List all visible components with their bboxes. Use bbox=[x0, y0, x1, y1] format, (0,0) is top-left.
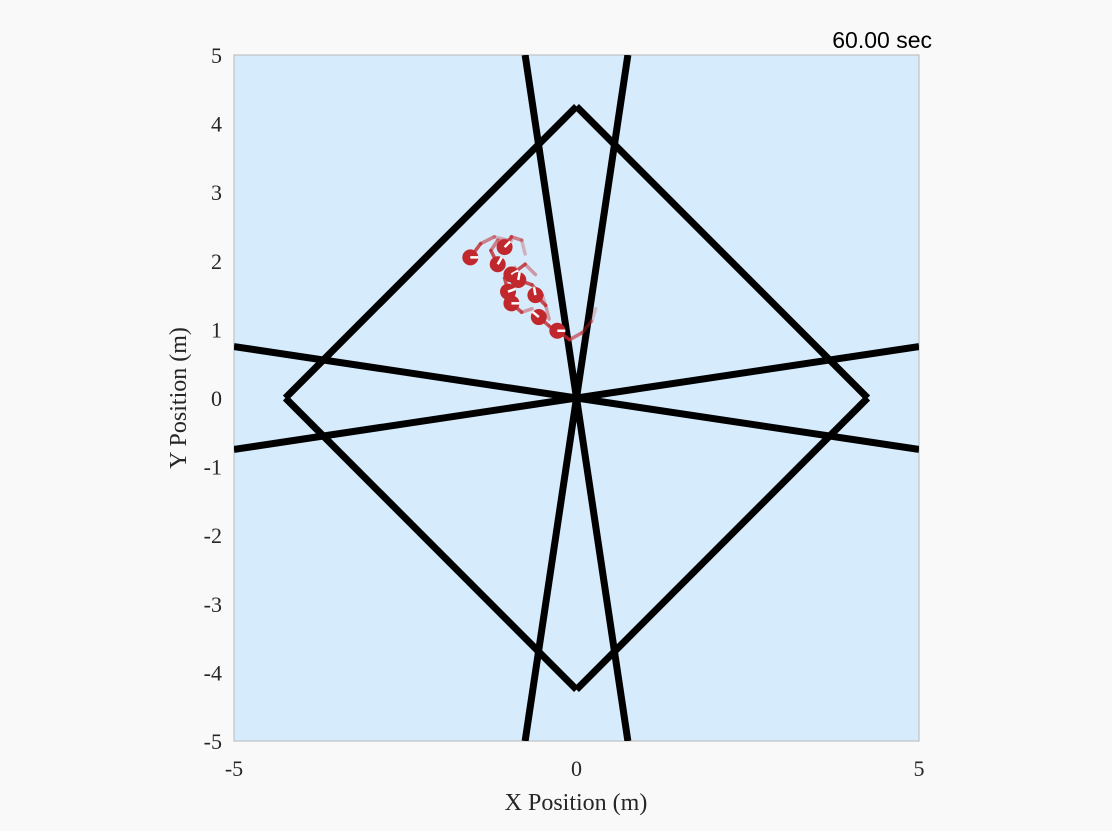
agent-heading-8 bbox=[532, 287, 537, 296]
y-tick-labels: 5 4 3 2 1 0 -1 -2 -3 -4 -5 bbox=[204, 43, 222, 754]
y-tick-label: 5 bbox=[211, 43, 222, 68]
trail-segment-10-2 bbox=[567, 331, 584, 342]
boundary-line-8 bbox=[282, 395, 579, 693]
agent-3 bbox=[489, 256, 506, 273]
x-tick-label: 5 bbox=[914, 756, 925, 781]
trail-segment-1-2 bbox=[478, 235, 497, 246]
y-tick-label: 3 bbox=[211, 180, 222, 205]
trail-segment-3-2 bbox=[489, 238, 500, 253]
agent-7 bbox=[503, 295, 520, 312]
agent-markers bbox=[462, 239, 566, 339]
trail-segment-7-2 bbox=[519, 307, 534, 314]
x-tick-label: -5 bbox=[225, 756, 243, 781]
boundary-line-5 bbox=[282, 103, 579, 401]
agent-9 bbox=[530, 309, 547, 326]
boundary-line-6 bbox=[574, 103, 871, 401]
agent-8 bbox=[527, 287, 544, 304]
x-tick-label: 0 bbox=[571, 756, 582, 781]
trail-segment-8-2 bbox=[543, 303, 551, 321]
trail-segment-10-4 bbox=[589, 307, 598, 323]
agent-heading-9 bbox=[531, 310, 540, 319]
y-tick-label: 1 bbox=[211, 317, 222, 342]
y-tick-label: -2 bbox=[204, 523, 222, 548]
boundary-lines bbox=[234, 55, 919, 741]
y-tick-label: 2 bbox=[211, 249, 222, 274]
boundary-line-7 bbox=[574, 395, 871, 693]
y-tick-label: -5 bbox=[204, 729, 222, 754]
y-tick-label: -3 bbox=[204, 592, 222, 617]
agent-10 bbox=[549, 322, 566, 339]
agent-2 bbox=[496, 239, 513, 256]
agent-heading-5 bbox=[517, 271, 521, 281]
trail-segment-10-3 bbox=[580, 319, 594, 335]
x-axis-label: X Position (m) bbox=[505, 790, 648, 816]
agent-1 bbox=[462, 249, 479, 266]
boundary-line-4 bbox=[234, 343, 919, 453]
y-tick-label: -1 bbox=[204, 455, 222, 480]
y-tick-label: 4 bbox=[211, 112, 222, 137]
elapsed-time-label: 60.00 sec bbox=[832, 27, 932, 53]
agent-5 bbox=[510, 271, 527, 289]
trail-segment-2-3 bbox=[519, 238, 527, 256]
y-tick-label: -4 bbox=[204, 660, 222, 685]
x-tick-labels: -5 0 5 bbox=[225, 756, 925, 781]
agent-heading-6 bbox=[507, 287, 516, 293]
agent-heading-2 bbox=[503, 240, 512, 248]
y-axis-label: Y Position (m) bbox=[166, 327, 192, 469]
agent-heading-3 bbox=[496, 256, 503, 265]
agent-heading-4 bbox=[510, 269, 519, 276]
trail-segment-4-2 bbox=[523, 262, 538, 277]
y-tick-label: 0 bbox=[211, 386, 222, 411]
trail-segment-2-2 bbox=[509, 235, 524, 242]
